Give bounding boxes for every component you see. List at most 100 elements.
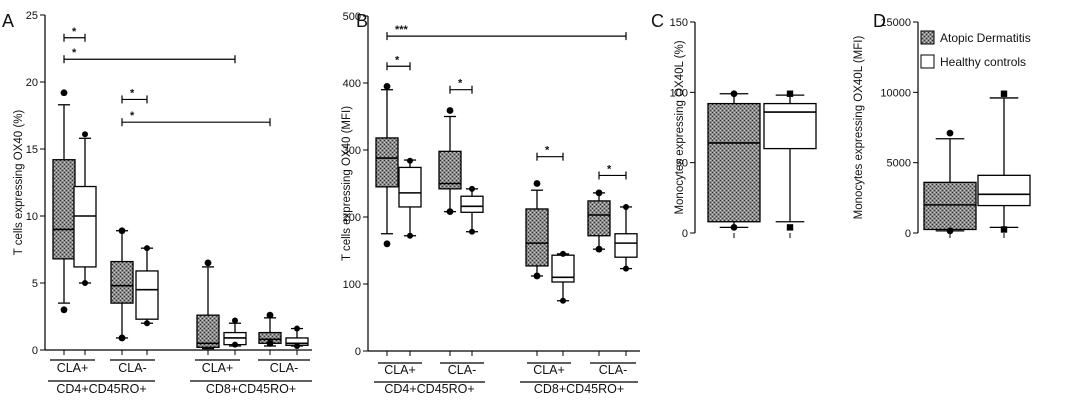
panel-a: A 0 5 10 15 20 25 T cells expressing OX40 (%) * *… — [2, 10, 312, 396]
outlier-point — [469, 228, 475, 235]
box-iqr — [398, 166, 422, 208]
box-healthy-controls — [460, 185, 484, 235]
y-tick-label: 150 — [670, 17, 688, 29]
y-axis-title: Monocytes expressing OX40L (MFI) — [853, 36, 865, 220]
box-healthy-controls — [977, 90, 1031, 233]
group-label: CD4+CD45RO+ — [56, 382, 146, 396]
box-iqr — [763, 102, 817, 150]
outlier-point — [266, 311, 274, 319]
outlier-point — [60, 89, 68, 97]
category-label: CLA+ — [533, 363, 565, 377]
outlier-point — [623, 265, 629, 272]
box-iqr — [438, 150, 462, 190]
outlier-point — [118, 334, 126, 342]
significance-bracket: * — [121, 87, 148, 104]
legend-swatch-healthy-controls — [920, 54, 935, 69]
outlier-point — [595, 245, 603, 253]
y-tick-label: 25 — [26, 10, 38, 22]
significance-bracket: * — [63, 26, 86, 42]
y-tick-label: 15000 — [880, 17, 911, 29]
outlier-point — [82, 131, 88, 138]
outlier-point — [204, 259, 212, 267]
box-atopic-dermatitis — [52, 89, 76, 314]
category-label: CLA- — [270, 361, 298, 375]
outlier-point — [383, 82, 391, 90]
y-tick-label: 100 — [343, 279, 361, 291]
outlier-point — [294, 342, 300, 349]
y-tick-label: 500 — [343, 11, 361, 23]
outlier-point — [82, 280, 88, 286]
significance-bracket: *** — [386, 24, 627, 41]
y-tick-label: 5000 — [887, 158, 911, 170]
outlier-point — [446, 208, 454, 216]
y-tick-label: 0 — [682, 228, 688, 240]
significance-bracket: * — [121, 110, 271, 127]
significance-bracket: * — [449, 78, 473, 94]
box-iqr — [460, 195, 484, 213]
legend-label-healthy-controls: Healthy controls — [940, 55, 1026, 69]
outlier-point — [60, 306, 68, 314]
legend: Atopic Dermatitis Healthy controls — [920, 30, 1031, 69]
significance-label: * — [607, 163, 612, 175]
outlier-point — [533, 180, 541, 187]
box-atopic-dermatitis — [196, 259, 220, 350]
category-label: CLA- — [118, 361, 146, 375]
outlier-point — [383, 240, 391, 248]
y-tick-label: 15 — [26, 144, 38, 156]
significance-label: *** — [395, 24, 409, 36]
box-iqr — [196, 314, 220, 348]
category-label: CLA+ — [57, 361, 89, 375]
category-label: CLA+ — [202, 361, 234, 375]
significance-label: * — [72, 26, 77, 38]
legend-swatch-atopic-dermatitis — [920, 30, 935, 45]
outlier-point — [946, 129, 954, 137]
outlier-point — [1000, 226, 1008, 233]
box-healthy-controls — [551, 250, 575, 304]
box-atopic-dermatitis — [707, 90, 761, 231]
outlier-point — [533, 272, 541, 280]
box-atopic-dermatitis — [525, 180, 549, 280]
box-healthy-controls — [614, 203, 638, 272]
panel-d: D 0 5000 10000 15000 Monocytes expressing OX4… — [853, 11, 1031, 240]
significance-label: * — [72, 47, 77, 59]
y-tick-label: 50 — [676, 158, 688, 170]
outlier-point — [118, 227, 126, 235]
box-healthy-controls — [285, 325, 309, 349]
y-tick-label: 200 — [343, 212, 361, 224]
group-label: CD8+CD45RO+ — [534, 382, 624, 396]
category-label: CLA- — [599, 363, 627, 377]
outlier-point — [446, 107, 454, 114]
y-axis-title: T cells expressing OX40 (%) — [13, 110, 25, 256]
box-iqr — [707, 102, 761, 223]
box-healthy-controls — [135, 245, 159, 327]
box-healthy-controls — [398, 157, 422, 239]
y-tick-label: 10000 — [880, 87, 911, 99]
box-atopic-dermatitis — [923, 129, 977, 235]
outlier-point — [144, 245, 150, 252]
category-label: CLA+ — [384, 363, 416, 377]
significance-bracket: * — [598, 163, 627, 180]
outlier-point — [407, 157, 413, 164]
box-iqr — [52, 159, 76, 260]
outlier-point — [786, 90, 794, 97]
box-iqr — [110, 260, 134, 304]
outlier-point — [469, 185, 475, 192]
outlier-point — [1000, 90, 1008, 97]
significance-label: * — [458, 78, 463, 90]
panel-letter: A — [2, 11, 14, 31]
box-healthy-controls — [73, 131, 97, 286]
box-iqr — [375, 137, 399, 188]
box-iqr — [73, 185, 97, 268]
box-iqr — [923, 181, 977, 231]
group-label: CD8+CD45RO+ — [206, 382, 296, 396]
outlier-point — [730, 223, 738, 231]
legend-label-atopic-dermatitis: Atopic Dermatitis — [940, 31, 1031, 45]
group-label: CD4+CD45RO+ — [384, 382, 474, 396]
significance-label: * — [130, 87, 135, 99]
y-axis-title: Monocytes expressing OX40L (%) — [674, 40, 686, 214]
y-tick-label: 10 — [26, 211, 38, 223]
box-iqr — [977, 174, 1031, 207]
box-atopic-dermatitis — [110, 227, 134, 342]
